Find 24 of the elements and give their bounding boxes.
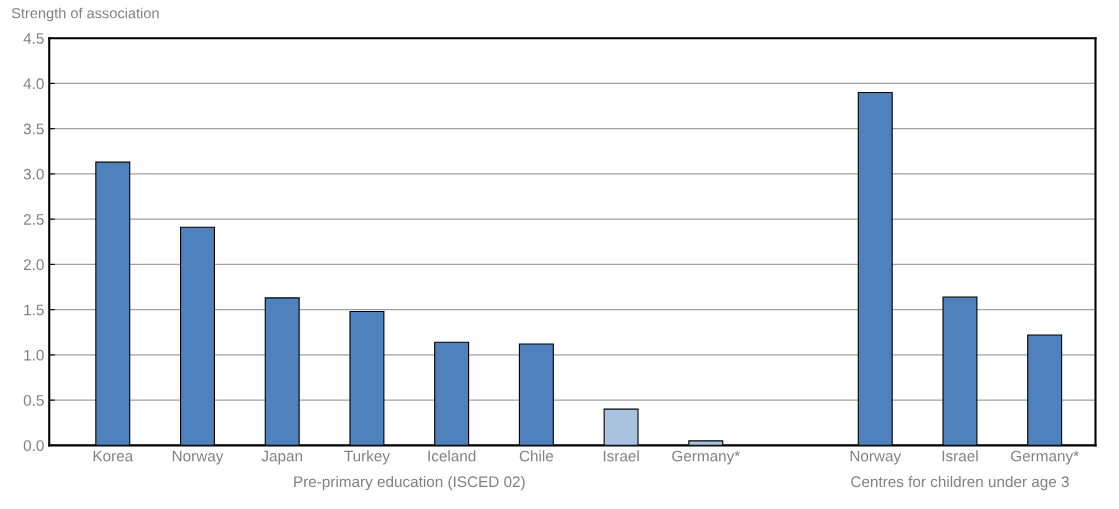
y-tick-label: 2.0 xyxy=(23,259,44,271)
x-tick-label: Germany* xyxy=(672,450,740,465)
y-tick-label: 3.5 xyxy=(23,123,44,135)
y-tick-label: 1.0 xyxy=(24,349,44,361)
x-tick-label: Japan xyxy=(261,450,303,465)
text: Centres for children under age 3 xyxy=(851,475,1069,491)
x-tick-label: Israel xyxy=(603,450,639,462)
x-tick-label: Israel xyxy=(942,450,978,462)
y-tick-label: 0.0 xyxy=(23,440,44,452)
y-tick-label: 3.0 xyxy=(23,168,44,180)
y-tick-label: 1.5 xyxy=(24,304,44,316)
x-tick-label: Turkey xyxy=(344,450,390,465)
y-tick-label: 4.5 xyxy=(23,33,44,44)
x-tick-label: Korea xyxy=(93,450,134,462)
x-tick-label: Norway xyxy=(172,450,224,465)
y-tick-label: 4.0 xyxy=(23,78,44,90)
x-tick-label: Norway xyxy=(850,450,902,465)
x-tick-label: Iceland xyxy=(428,450,476,462)
x-tick-label: Germany* xyxy=(1011,450,1079,465)
y-axis-title: Strength of association xyxy=(11,7,159,22)
x-tick-label: Chile xyxy=(519,450,554,462)
y-tick-label: 2.5 xyxy=(23,214,44,225)
y-tick-label: 0.5 xyxy=(23,395,44,406)
text: Pre-primary education (ISCED 02) xyxy=(294,475,525,491)
